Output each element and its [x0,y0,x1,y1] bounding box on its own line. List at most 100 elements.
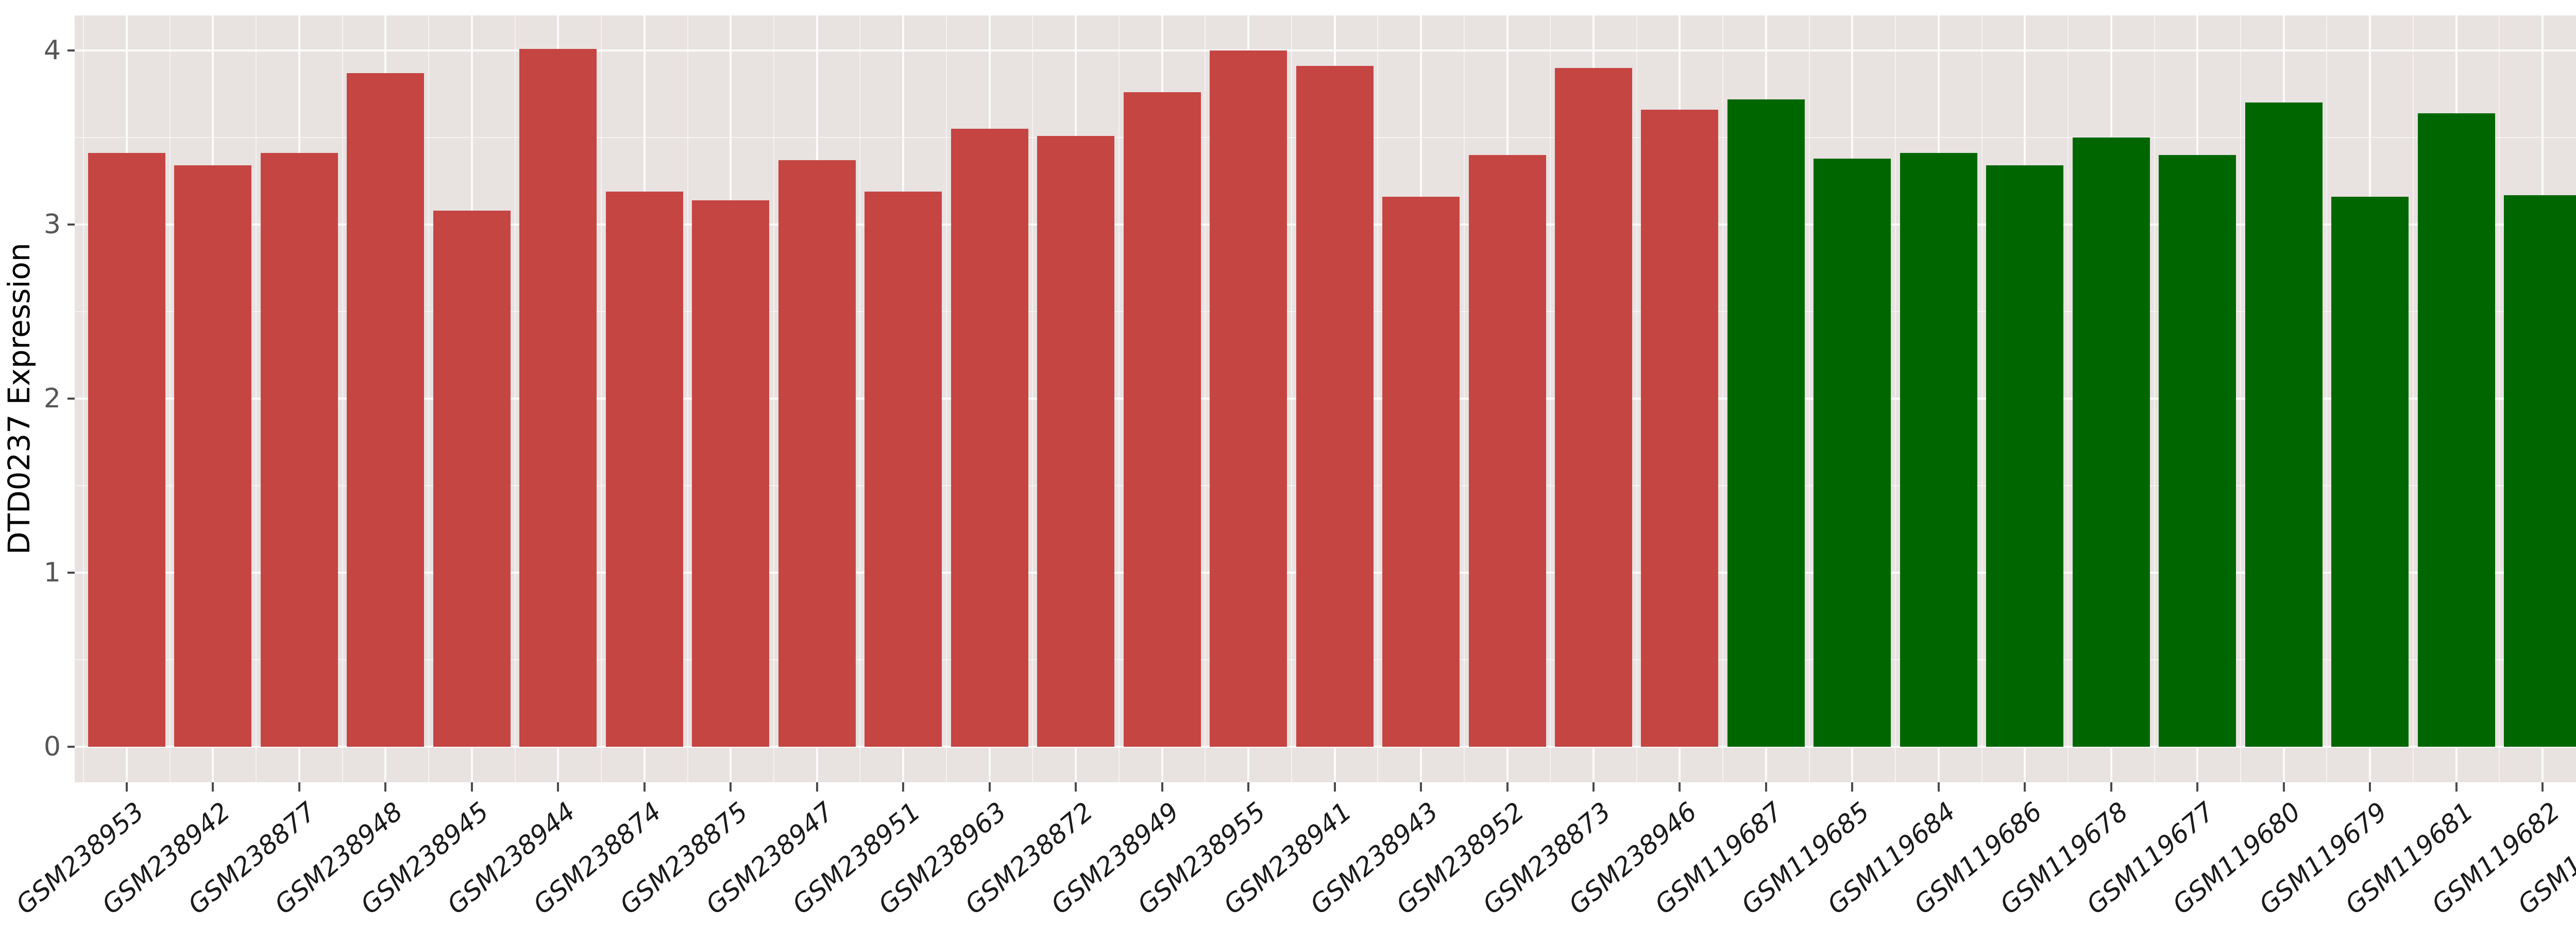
v-minor-gridline [514,15,516,782]
y-tick-mark [67,398,75,400]
v-minor-gridline [428,15,430,782]
bar [2417,113,2495,747]
x-tick-mark [212,782,214,792]
bar [1382,197,1460,747]
v-minor-gridline [2412,15,2414,782]
bar [260,153,338,747]
x-tick-mark [1075,782,1077,792]
x-tick-mark [1765,782,1767,792]
x-tick-mark [1247,782,1250,792]
y-tick-mark [67,224,75,226]
bar [519,49,597,747]
v-minor-gridline [2499,15,2500,782]
v-minor-gridline [1463,15,1465,782]
v-minor-gridline [1377,15,1379,782]
y-tick-mark [67,49,75,52]
bar [2245,102,2323,747]
bar [1468,155,1546,747]
bar [1727,99,1805,747]
bar [951,129,1028,747]
v-minor-gridline [169,15,171,782]
bar [2331,197,2409,747]
x-tick-mark [298,782,300,792]
x-tick-mark [2024,782,2026,792]
v-minor-gridline [1895,15,1896,782]
bar [1986,165,2064,747]
x-tick-mark [1506,782,1509,792]
bar [1814,159,1891,747]
v-minor-gridline [601,15,602,782]
y-tick-label: 4 [43,35,61,66]
bar [174,165,252,747]
x-tick-mark [2541,782,2544,792]
bar [865,192,942,747]
x-tick-mark [2282,782,2285,792]
h-major-gridline [75,49,2576,52]
bar [1296,66,1374,747]
x-tick-mark [1333,782,1336,792]
bar [433,211,511,747]
bar [2072,138,2150,747]
v-minor-gridline [2067,15,2069,782]
x-tick-mark [643,782,646,792]
x-tick-mark [902,782,905,792]
v-minor-gridline [859,15,861,782]
v-minor-gridline [2154,15,2155,782]
x-tick-mark [1592,782,1595,792]
x-tick-mark [2369,782,2371,792]
bar [1641,110,1719,747]
x-tick-mark [730,782,732,792]
plot-panel [75,15,2576,782]
x-tick-mark [2110,782,2112,792]
y-tick-label: 3 [43,209,61,240]
v-minor-gridline [1808,15,1810,782]
y-tick-mark [67,746,75,748]
bar [1210,50,1287,747]
v-minor-gridline [1550,15,1551,782]
v-minor-gridline [83,15,84,782]
v-minor-gridline [1981,15,1982,782]
x-tick-mark [1679,782,1681,792]
v-minor-gridline [773,15,775,782]
v-minor-gridline [256,15,257,782]
h-major-gridline [75,746,2576,748]
y-tick-label: 2 [43,383,61,414]
v-minor-gridline [1291,15,1292,782]
x-tick-mark [470,782,473,792]
x-tick-mark [1161,782,1163,792]
y-tick-label: 1 [43,557,61,588]
v-minor-gridline [1636,15,1637,782]
v-minor-gridline [2326,15,2328,782]
bar [1900,153,1977,747]
v-minor-gridline [342,15,343,782]
bar [2159,155,2236,747]
x-tick-mark [126,782,128,792]
v-minor-gridline [1205,15,1206,782]
v-minor-gridline [945,15,947,782]
bar [778,160,856,747]
x-tick-mark [2196,782,2199,792]
v-minor-gridline [687,15,688,782]
x-tick-mark [816,782,818,792]
y-tick-label: 0 [43,731,61,762]
x-tick-mark [557,782,560,792]
y-tick-mark [67,572,75,574]
bar [347,73,425,747]
x-tick-mark [988,782,991,792]
bar [1554,68,1632,747]
x-tick-mark [1851,782,1854,792]
x-tick-mark [1420,782,1422,792]
bar [88,153,165,747]
bar [692,200,770,747]
v-minor-gridline [1032,15,1033,782]
bar [1037,136,1115,747]
bar [1123,92,1201,747]
bar [605,192,683,747]
x-tick-mark [2455,782,2458,792]
v-minor-gridline [1722,15,1724,782]
x-tick-mark [1937,782,1940,792]
bar [2504,195,2576,747]
v-minor-gridline [1118,15,1120,782]
v-minor-gridline [2240,15,2241,782]
